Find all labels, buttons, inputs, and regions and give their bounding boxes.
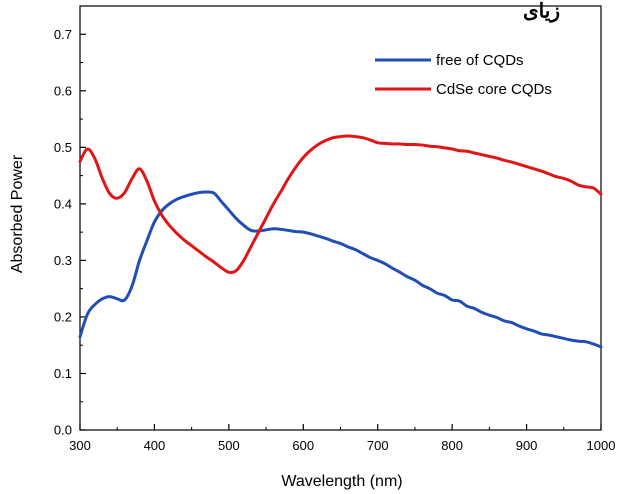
- x-axis-label: Wavelength (nm): [281, 473, 402, 490]
- x-axis: 300 400 500 600 700 800 900 1000: [69, 424, 615, 453]
- y-axis-label: Absorbed Power: [9, 154, 26, 273]
- x-tick-label-400: 400: [144, 438, 166, 453]
- legend-label-free-of-cqds: free of CQDs: [436, 52, 524, 69]
- legend: free of CQDs CdSe core CQDs: [375, 52, 552, 98]
- x-tick-label-900: 900: [516, 438, 538, 453]
- y-tick-label-0.0: 0.0: [54, 423, 72, 438]
- y-tick-label-0.6: 0.6: [54, 83, 72, 98]
- y-tick-label-0.2: 0.2: [54, 309, 72, 324]
- top-text: زیای: [523, 1, 560, 24]
- x-tick-label-500: 500: [218, 438, 240, 453]
- series-line-cdse-core-cqds: [78, 134, 603, 274]
- y-tick-label-0.5: 0.5: [54, 140, 72, 155]
- y-tick-label-0.1: 0.1: [54, 366, 72, 381]
- x-tick-label-700: 700: [367, 438, 389, 453]
- x-tick-label-300: 300: [69, 438, 91, 453]
- series-line-free-of-cqds: [78, 190, 603, 349]
- y-axis: 0.0 0.1 0.2 0.3 0.4 0.5 0.6 0.7: [54, 27, 86, 438]
- y-tick-label-0.3: 0.3: [54, 253, 72, 268]
- x-tick-label-1000: 1000: [587, 438, 616, 453]
- legend-label-cdse-core-cqds: CdSe core CQDs: [436, 81, 552, 98]
- y-tick-label-0.4: 0.4: [54, 196, 72, 211]
- y-tick-label-0.7: 0.7: [54, 27, 72, 42]
- x-tick-label-800: 800: [441, 438, 463, 453]
- x-tick-label-600: 600: [292, 438, 314, 453]
- series-layer: [78, 134, 603, 349]
